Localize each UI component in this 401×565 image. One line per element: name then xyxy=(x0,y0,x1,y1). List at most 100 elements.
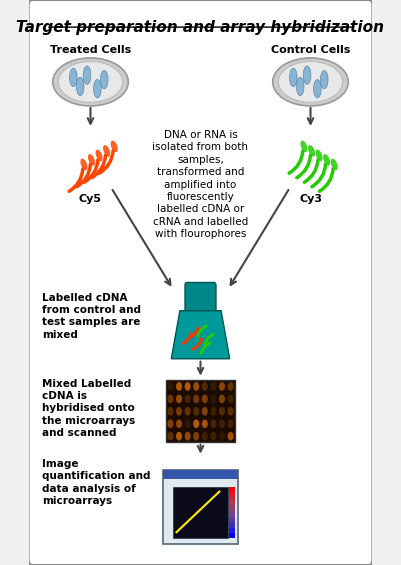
Bar xyxy=(163,470,238,479)
Ellipse shape xyxy=(308,145,315,157)
Ellipse shape xyxy=(83,66,91,84)
FancyBboxPatch shape xyxy=(28,0,373,565)
Ellipse shape xyxy=(184,432,190,441)
Ellipse shape xyxy=(331,159,338,170)
Ellipse shape xyxy=(278,62,342,102)
Bar xyxy=(229,533,235,538)
Ellipse shape xyxy=(103,145,110,157)
FancyArrowPatch shape xyxy=(304,160,318,182)
Ellipse shape xyxy=(167,432,173,441)
FancyArrowPatch shape xyxy=(201,343,210,353)
Ellipse shape xyxy=(211,394,217,403)
FancyBboxPatch shape xyxy=(185,282,216,314)
Bar xyxy=(229,528,235,533)
Ellipse shape xyxy=(184,419,190,428)
Bar xyxy=(163,470,238,544)
FancyArrowPatch shape xyxy=(189,328,198,338)
Ellipse shape xyxy=(111,141,118,152)
Bar xyxy=(229,487,235,492)
Ellipse shape xyxy=(211,407,217,416)
FancyArrowPatch shape xyxy=(198,326,207,336)
Ellipse shape xyxy=(193,394,199,403)
Ellipse shape xyxy=(211,419,217,428)
Ellipse shape xyxy=(211,382,217,391)
Ellipse shape xyxy=(228,419,234,428)
Ellipse shape xyxy=(176,432,182,441)
Ellipse shape xyxy=(219,419,225,428)
Bar xyxy=(173,487,228,538)
FancyArrowPatch shape xyxy=(193,339,202,349)
Ellipse shape xyxy=(184,382,190,391)
Ellipse shape xyxy=(211,432,217,441)
Ellipse shape xyxy=(314,80,321,98)
Ellipse shape xyxy=(290,68,297,86)
Ellipse shape xyxy=(219,394,225,403)
FancyArrowPatch shape xyxy=(205,334,213,345)
Text: DNA or RNA is
isolated from both
samples,
transformed and
amplified into
fluores: DNA or RNA is isolated from both samples… xyxy=(152,130,249,239)
Ellipse shape xyxy=(273,58,348,106)
Bar xyxy=(166,380,235,442)
Ellipse shape xyxy=(193,382,199,391)
FancyArrowPatch shape xyxy=(182,333,191,344)
FancyArrowPatch shape xyxy=(297,155,310,178)
Bar xyxy=(229,507,235,512)
Ellipse shape xyxy=(296,77,304,95)
Ellipse shape xyxy=(202,394,208,403)
Ellipse shape xyxy=(167,419,173,428)
Polygon shape xyxy=(171,311,230,359)
Ellipse shape xyxy=(202,382,208,391)
Bar xyxy=(229,523,235,528)
Ellipse shape xyxy=(81,159,87,170)
Ellipse shape xyxy=(219,407,225,416)
Ellipse shape xyxy=(316,150,323,161)
FancyArrowPatch shape xyxy=(77,164,90,187)
Text: Target preparation and array hybridization: Target preparation and array hybridizati… xyxy=(16,20,385,35)
Ellipse shape xyxy=(228,382,234,391)
FancyArrowPatch shape xyxy=(84,160,98,182)
Ellipse shape xyxy=(303,66,311,84)
Text: Cy3: Cy3 xyxy=(299,194,322,205)
Ellipse shape xyxy=(202,407,208,416)
Bar xyxy=(229,497,235,502)
Ellipse shape xyxy=(167,382,173,391)
Text: Image
quantification and
data analysis of
microarrays: Image quantification and data analysis o… xyxy=(43,459,151,506)
Ellipse shape xyxy=(176,407,182,416)
Bar xyxy=(229,502,235,507)
Bar xyxy=(229,512,235,518)
Ellipse shape xyxy=(219,382,225,391)
Ellipse shape xyxy=(228,432,234,441)
Ellipse shape xyxy=(176,419,182,428)
Ellipse shape xyxy=(59,62,123,102)
Ellipse shape xyxy=(228,394,234,403)
FancyArrowPatch shape xyxy=(69,169,83,192)
Bar xyxy=(229,518,235,523)
Ellipse shape xyxy=(300,141,308,152)
Ellipse shape xyxy=(202,419,208,428)
Ellipse shape xyxy=(95,150,103,161)
Text: Control Cells: Control Cells xyxy=(271,45,350,55)
FancyArrowPatch shape xyxy=(289,151,303,173)
Ellipse shape xyxy=(88,154,95,166)
Ellipse shape xyxy=(184,394,190,403)
Bar xyxy=(229,492,235,497)
Text: Mixed Labelled
cDNA is
hybridised onto
the microarrays
and scanned: Mixed Labelled cDNA is hybridised onto t… xyxy=(43,379,136,438)
Ellipse shape xyxy=(193,407,199,416)
Ellipse shape xyxy=(219,432,225,441)
FancyArrowPatch shape xyxy=(312,164,326,187)
Ellipse shape xyxy=(53,58,128,106)
FancyArrowPatch shape xyxy=(320,169,333,192)
Ellipse shape xyxy=(69,68,77,86)
Ellipse shape xyxy=(323,154,330,166)
Text: Cy5: Cy5 xyxy=(79,194,102,205)
Ellipse shape xyxy=(93,80,101,98)
Ellipse shape xyxy=(228,407,234,416)
Ellipse shape xyxy=(167,394,173,403)
FancyArrowPatch shape xyxy=(92,155,105,178)
Ellipse shape xyxy=(167,407,173,416)
Ellipse shape xyxy=(320,71,328,89)
Ellipse shape xyxy=(176,394,182,403)
Ellipse shape xyxy=(193,432,199,441)
Ellipse shape xyxy=(77,77,84,95)
Text: Treated Cells: Treated Cells xyxy=(50,45,131,55)
Ellipse shape xyxy=(202,432,208,441)
